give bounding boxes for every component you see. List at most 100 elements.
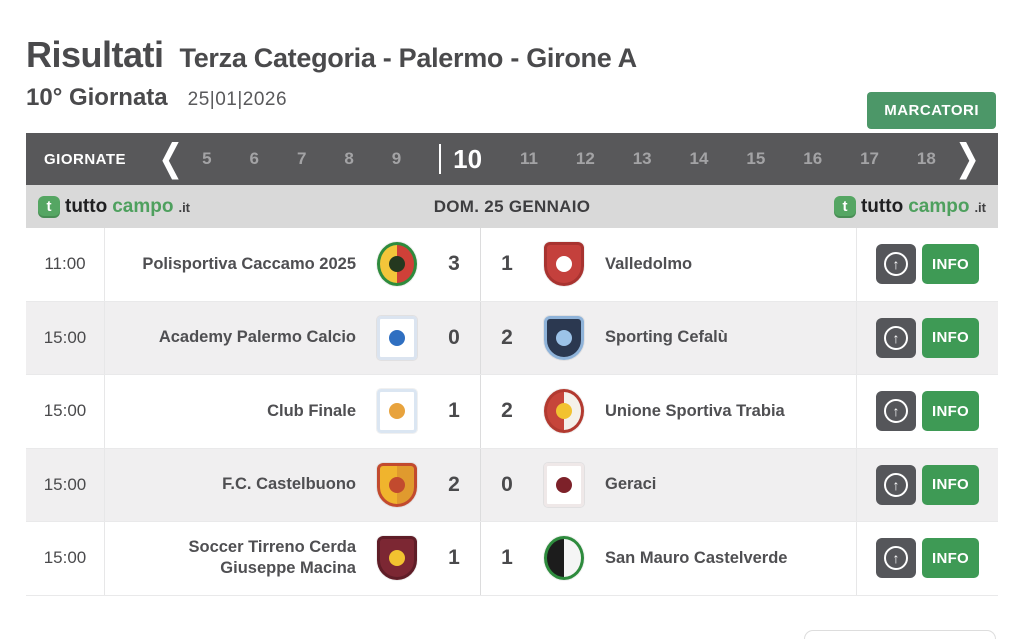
match-row: 15:00 Soccer Tirreno Cerda Giuseppe Maci…	[26, 522, 998, 596]
page-header: Risultati Terza Categoria - Palermo - Gi…	[26, 0, 998, 112]
round-number[interactable]: 12	[575, 149, 595, 168]
round-number[interactable]: 15	[746, 149, 766, 168]
report-button[interactable]: ↑	[875, 538, 916, 579]
chevron-left-icon[interactable]: ❮	[158, 137, 184, 179]
away-score: 2	[501, 399, 513, 423]
score-divider	[480, 301, 481, 374]
home-score: 2	[448, 472, 460, 496]
home-team-crest	[366, 449, 428, 522]
crest-core	[389, 329, 405, 346]
crest-core	[389, 256, 405, 273]
home-team-name: Soccer Tirreno Cerda Giuseppe Macina	[188, 537, 356, 578]
info-button[interactable]: INFO	[921, 538, 980, 579]
match-actions: ↑ INFO	[856, 228, 998, 301]
round-number[interactable]: 8	[344, 149, 354, 168]
home-team-name: Polisportiva Caccamo 2025	[142, 254, 356, 273]
brand-text-campo: campo	[908, 195, 970, 217]
kickoff-time: 11:00	[26, 228, 105, 301]
report-button[interactable]: ↑	[875, 317, 916, 358]
team-crest-icon	[377, 462, 417, 507]
match-row: 15:00 Academy Palermo Calcio 0 2 Sportin…	[26, 301, 998, 375]
away-team-crest	[533, 302, 595, 375]
tuttocampo-logo-right: t tutto campo .it	[833, 195, 986, 218]
active-round-group: 10	[439, 144, 482, 175]
report-button[interactable]: ↑	[875, 244, 916, 285]
kickoff-time: 15:00	[26, 522, 105, 595]
team-crest-icon	[377, 389, 417, 434]
crest-core	[389, 403, 405, 420]
tuttocampo-icon: t	[38, 195, 60, 218]
kickoff-time: 15:00	[26, 375, 105, 448]
away-team-name: Valledolmo	[605, 254, 693, 273]
match-day-bar: t tutto campo .it DOM. 25 GENNAIO t tutto c…	[26, 185, 998, 228]
home-team-crest	[366, 302, 428, 375]
round-numbers: 5 6 7 8 9 10 11 12 13 14 15 16 17 18	[183, 144, 955, 175]
match-actions: ↑ INFO	[856, 301, 998, 374]
away-team-crest	[533, 228, 595, 301]
crest-core	[389, 476, 405, 493]
round-title: 10° Giornata	[26, 84, 168, 111]
away-score: 1	[501, 252, 513, 276]
home-team-name: Club Finale	[267, 401, 356, 420]
away-team-name: Unione Sportiva Trabia	[605, 401, 785, 420]
away-score: 1	[501, 546, 513, 570]
home-team-name: Academy Palermo Calcio	[158, 328, 356, 347]
team-crest-icon	[544, 315, 584, 360]
round-number[interactable]: 9	[391, 149, 402, 168]
home-team-crest	[366, 522, 428, 595]
round-number[interactable]: 18	[916, 149, 936, 168]
round-line: 10° Giornata 25|01|2026	[26, 84, 998, 112]
away-team-crest	[533, 375, 595, 448]
round-number[interactable]: 17	[860, 149, 879, 168]
report-button[interactable]: ↑	[875, 391, 916, 432]
marcatori-button[interactable]: MARCATORI	[867, 92, 996, 129]
score-divider	[480, 448, 481, 521]
round-number[interactable]: 16	[803, 149, 823, 168]
brand-text-tld: .it	[974, 199, 986, 215]
away-team-name: Geraci	[605, 475, 657, 494]
page-title: Risultati	[26, 34, 164, 75]
round-date: 25|01|2026	[187, 89, 288, 110]
home-score: 1	[448, 399, 460, 423]
title-line: Risultati Terza Categoria - Palermo - Gi…	[26, 34, 998, 76]
round-number[interactable]: 6	[249, 149, 260, 168]
brand-text-campo: campo	[112, 195, 174, 217]
info-button[interactable]: INFO	[921, 244, 980, 285]
arrow-up-circle-icon: ↑	[883, 546, 908, 571]
match-actions: ↑ INFO	[856, 522, 998, 595]
round-number[interactable]: 7	[296, 149, 307, 168]
info-button[interactable]: INFO	[921, 391, 980, 432]
info-button[interactable]: INFO	[921, 317, 980, 358]
rounds-navigation-bar: GIORNATE ❮ 5 6 7 8 9 10 11 12 13 14 15 1…	[26, 133, 998, 185]
match-actions: ↑ INFO	[856, 375, 998, 448]
tuttocampo-logo-left: t tutto campo .it	[38, 195, 191, 218]
team-crest-icon	[377, 536, 417, 581]
kickoff-time: 15:00	[26, 301, 105, 374]
round-number-active[interactable]: 10	[453, 143, 483, 174]
arrow-up-circle-icon: ↑	[883, 252, 908, 277]
arrow-up-circle-icon: ↑	[883, 325, 908, 350]
home-team-crest	[366, 375, 428, 448]
report-button[interactable]: ↑	[875, 464, 916, 505]
team-crest-icon	[544, 536, 584, 581]
home-score: 0	[448, 325, 460, 349]
away-score: 2	[501, 325, 513, 349]
crest-core	[556, 550, 572, 566]
kickoff-time: 15:00	[26, 448, 105, 521]
brand-text-tutto: tutto	[860, 195, 904, 217]
round-number[interactable]: 14	[689, 149, 709, 168]
away-team-name: Sporting Cefalù	[605, 328, 728, 347]
team-crest-icon	[377, 315, 417, 360]
tuttocampo-icon: t	[833, 195, 856, 218]
chevron-right-icon[interactable]: ❯	[954, 137, 980, 179]
rounds-bar-label: GIORNATE	[44, 150, 127, 168]
round-number[interactable]: 5	[202, 149, 212, 168]
info-button[interactable]: INFO	[921, 464, 980, 505]
round-number[interactable]: 11	[519, 149, 538, 168]
crest-core	[556, 403, 572, 420]
active-round-divider	[439, 144, 442, 174]
round-number[interactable]: 13	[632, 149, 652, 168]
brand-text-tld: .it	[178, 199, 191, 215]
match-row: 15:00 F.C. Castelbuono 2 0 Geraci ↑ INFO	[26, 448, 998, 522]
